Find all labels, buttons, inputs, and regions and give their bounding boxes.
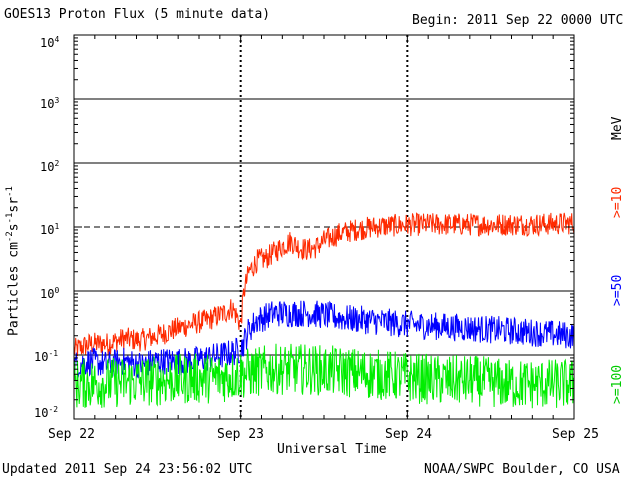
x-tick-label-sep24: Sep 24 xyxy=(385,427,432,442)
series-layer xyxy=(73,212,575,409)
y-axis-label-part-1: Particles cm xyxy=(6,242,22,336)
y-tick-label-1e0: 100 xyxy=(40,286,60,301)
source-label: NOAA/SWPC Boulder, CO USA xyxy=(424,462,620,477)
series-line-ge100 xyxy=(73,343,575,409)
y-axis-label-sup-2: -1 xyxy=(5,212,15,224)
begin-time-label: Begin: 2011 Sep 22 0000 UTC xyxy=(412,13,624,28)
legend-ge50: >=50 xyxy=(610,274,625,306)
x-tick-label-sep23: Sep 23 xyxy=(217,427,264,442)
series-line-ge10 xyxy=(73,212,575,357)
y-tick-label-1e3: 103 xyxy=(40,96,60,111)
legend-units: MeV xyxy=(610,116,625,140)
y-tick-label-1e4: 104 xyxy=(40,35,60,50)
plot-frame xyxy=(73,34,575,420)
series-line-ge50 xyxy=(73,300,575,379)
y-tick-label-1e2: 102 xyxy=(40,159,60,174)
y-axis-label-sup-1: -2 xyxy=(5,231,15,243)
y-axis-label-part-3: sr xyxy=(6,196,22,213)
y-axis-label-part-2: s xyxy=(6,223,22,232)
legend-ge100: >=100 xyxy=(610,364,625,404)
x-axis-label: Universal Time xyxy=(277,442,387,457)
x-tick-label-sep22: Sep 22 xyxy=(48,427,95,442)
y-axis-label: Particles cm-2s-1sr-1 xyxy=(4,186,22,336)
legend-ge10: >=10 xyxy=(610,186,625,218)
chart-title: GOES13 Proton Flux (5 minute data) xyxy=(4,7,271,22)
y-tick-label-1e1: 101 xyxy=(40,222,60,237)
y-tick-label-1e-2: 10-2 xyxy=(34,405,59,420)
y-axis-label-sup-3: -1 xyxy=(5,186,15,197)
y-tick-label-1e-1: 10-1 xyxy=(34,349,59,364)
x-tick-label-sep25: Sep 25 xyxy=(552,427,599,442)
updated-timestamp: Updated 2011 Sep 24 23:56:02 UTC xyxy=(2,462,253,477)
